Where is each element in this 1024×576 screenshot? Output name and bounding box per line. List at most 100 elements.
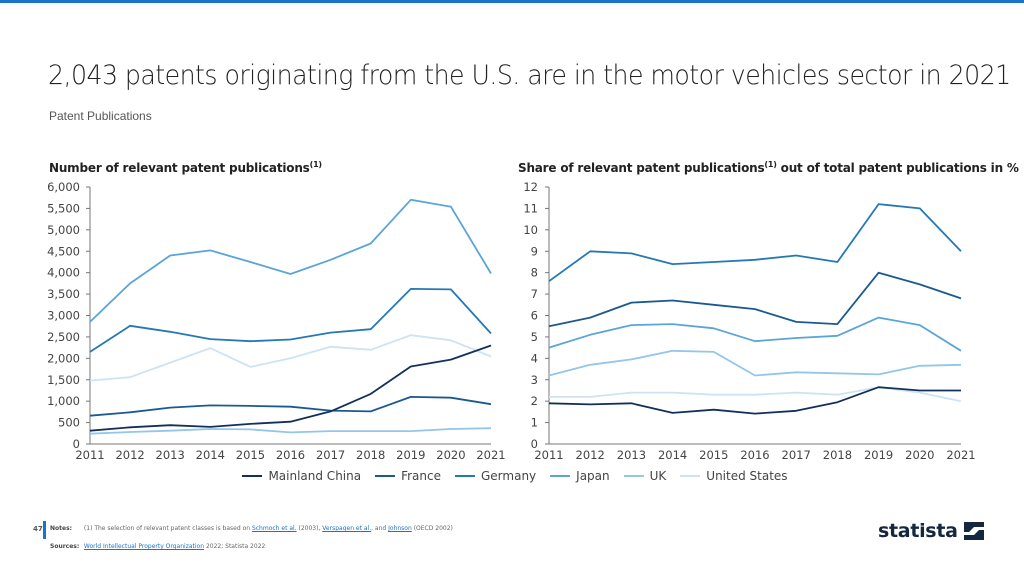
legend-item[interactable]: Germany bbox=[455, 469, 536, 483]
x-tick-label: 2014 bbox=[658, 448, 687, 462]
y-tick-label: 5 bbox=[531, 330, 538, 344]
top-accent-bar bbox=[0, 0, 1024, 3]
y-tick-label: 12 bbox=[523, 180, 538, 194]
series-line-uk bbox=[548, 349, 962, 377]
legend-swatch bbox=[680, 475, 701, 477]
statista-logo-icon bbox=[963, 522, 984, 540]
left-chart-title-text: Number of relevant patent publications bbox=[49, 161, 310, 175]
x-tick-label: 2016 bbox=[740, 448, 769, 462]
x-tick-label: 2019 bbox=[396, 448, 425, 462]
y-tick-label: 2 bbox=[531, 394, 538, 408]
x-tick-label: 2011 bbox=[75, 448, 104, 462]
x-tick-label: 2017 bbox=[316, 448, 345, 462]
y-tick-label: 10 bbox=[523, 223, 538, 237]
notes-text-suffix: (OECD 2002) bbox=[411, 525, 453, 532]
y-tick-label: 4 bbox=[531, 351, 538, 365]
chart-legend: Mainland China France Germany Japan UK United… bbox=[0, 469, 1024, 483]
y-tick-label: 1,000 bbox=[47, 394, 80, 408]
series-line-france bbox=[548, 271, 962, 328]
y-tick-label: 1,500 bbox=[47, 373, 80, 387]
sources: Sources: World Intellectual Property Org… bbox=[50, 543, 265, 550]
left-chart-title: Number of relevant patent publications(1… bbox=[49, 160, 322, 175]
y-tick-label: 5,500 bbox=[47, 201, 80, 215]
notes-label: Notes: bbox=[50, 525, 73, 532]
left-chart-title-footnote: (1) bbox=[309, 160, 322, 169]
series-line-mainland-china bbox=[89, 344, 492, 432]
y-tick-label: 0 bbox=[531, 437, 538, 451]
legend-label: United States bbox=[706, 469, 788, 483]
right-chart-title-footnote: (1) bbox=[764, 160, 777, 169]
x-tick-label: 2016 bbox=[276, 448, 305, 462]
legend-item[interactable]: France bbox=[375, 469, 441, 483]
x-tick-label: 2018 bbox=[823, 448, 852, 462]
legend-label: Mainland China bbox=[268, 469, 362, 483]
series-line-united-states bbox=[89, 334, 492, 382]
x-tick-label: 2017 bbox=[782, 448, 811, 462]
legend-swatch bbox=[375, 475, 396, 477]
page-number: 47 bbox=[33, 525, 43, 533]
notes: Notes: (1) The selection of relevant pat… bbox=[50, 525, 453, 532]
y-tick-label: 6 bbox=[531, 309, 538, 323]
right-chart-title-suffix: out of total patent publications in % bbox=[776, 161, 1019, 175]
legend-item[interactable]: Mainland China bbox=[242, 469, 361, 483]
legend-label: Japan bbox=[576, 469, 610, 483]
page-subtitle: Patent Publications bbox=[49, 109, 152, 123]
x-tick-label: 2020 bbox=[905, 448, 934, 462]
right-chart-title: Share of relevant patent publications(1)… bbox=[518, 160, 1019, 175]
series-line-germany bbox=[89, 287, 492, 353]
x-tick-label: 2012 bbox=[576, 448, 605, 462]
notes-link-johnson[interactable]: Johnson bbox=[388, 525, 412, 532]
x-tick-label: 2014 bbox=[196, 448, 225, 462]
y-tick-label: 7 bbox=[531, 287, 538, 301]
y-tick-label: 9 bbox=[531, 244, 538, 258]
notes-link-schmoch[interactable]: Schmoch et al. bbox=[251, 525, 297, 532]
legend-swatch bbox=[623, 475, 644, 477]
legend-item[interactable]: Japan bbox=[550, 469, 610, 483]
y-tick-label: 4,500 bbox=[47, 244, 80, 258]
series-line-mainland-china bbox=[548, 386, 961, 415]
y-tick-label: 0 bbox=[73, 437, 80, 451]
y-tick-label: 6,000 bbox=[47, 180, 80, 194]
y-tick-label: 8 bbox=[531, 266, 538, 280]
logo-text: statista bbox=[878, 520, 958, 542]
notes-link-verspagen[interactable]: Verspagen et al. bbox=[322, 525, 372, 532]
x-tick-label: 2012 bbox=[115, 448, 144, 462]
x-tick-label: 2020 bbox=[436, 448, 465, 462]
y-tick-label: 5,000 bbox=[47, 223, 80, 237]
y-tick-label: 2,500 bbox=[47, 330, 80, 344]
legend-label: Germany bbox=[481, 469, 537, 483]
series-line-france bbox=[89, 395, 492, 417]
legend-swatch bbox=[455, 475, 475, 477]
series-line-japan bbox=[548, 316, 962, 352]
y-tick-label: 3,500 bbox=[47, 287, 80, 301]
legend-swatch bbox=[550, 475, 571, 477]
sources-text-suffix: 2022; Statista 2022 bbox=[204, 543, 266, 550]
series-line-japan bbox=[89, 198, 492, 323]
y-tick-label: 2,000 bbox=[47, 351, 80, 365]
x-tick-label: 2021 bbox=[946, 448, 975, 462]
x-tick-label: 2013 bbox=[156, 448, 185, 462]
legend-item[interactable]: UK bbox=[623, 469, 667, 483]
page-title: 2,043 patents originating from the U.S. … bbox=[48, 60, 1011, 91]
y-tick-label: 3 bbox=[531, 373, 538, 387]
sources-link-wipo[interactable]: World Intellectual Property Organization bbox=[83, 543, 205, 550]
legend-item[interactable]: United States bbox=[680, 469, 788, 483]
x-tick-label: 2018 bbox=[356, 448, 385, 462]
x-tick-label: 2015 bbox=[236, 448, 265, 462]
y-tick-label: 1 bbox=[531, 416, 538, 430]
legend-label: France bbox=[401, 469, 441, 483]
notes-text-mid1: (2003), bbox=[296, 525, 323, 532]
x-tick-label: 2011 bbox=[534, 448, 563, 462]
y-tick-label: 11 bbox=[523, 201, 538, 215]
notes-text-prefix: (1) The selection of relevant patent cla… bbox=[83, 525, 252, 532]
statista-logo: statista bbox=[878, 520, 984, 542]
legend-swatch bbox=[242, 475, 263, 477]
series-line-uk bbox=[89, 427, 492, 435]
legend-label: UK bbox=[649, 469, 667, 483]
x-tick-label: 2015 bbox=[699, 448, 728, 462]
right-chart-title-text: Share of relevant patent publications bbox=[518, 161, 765, 175]
notes-text-mid2: , and bbox=[371, 525, 389, 532]
sources-label: Sources: bbox=[50, 543, 80, 550]
